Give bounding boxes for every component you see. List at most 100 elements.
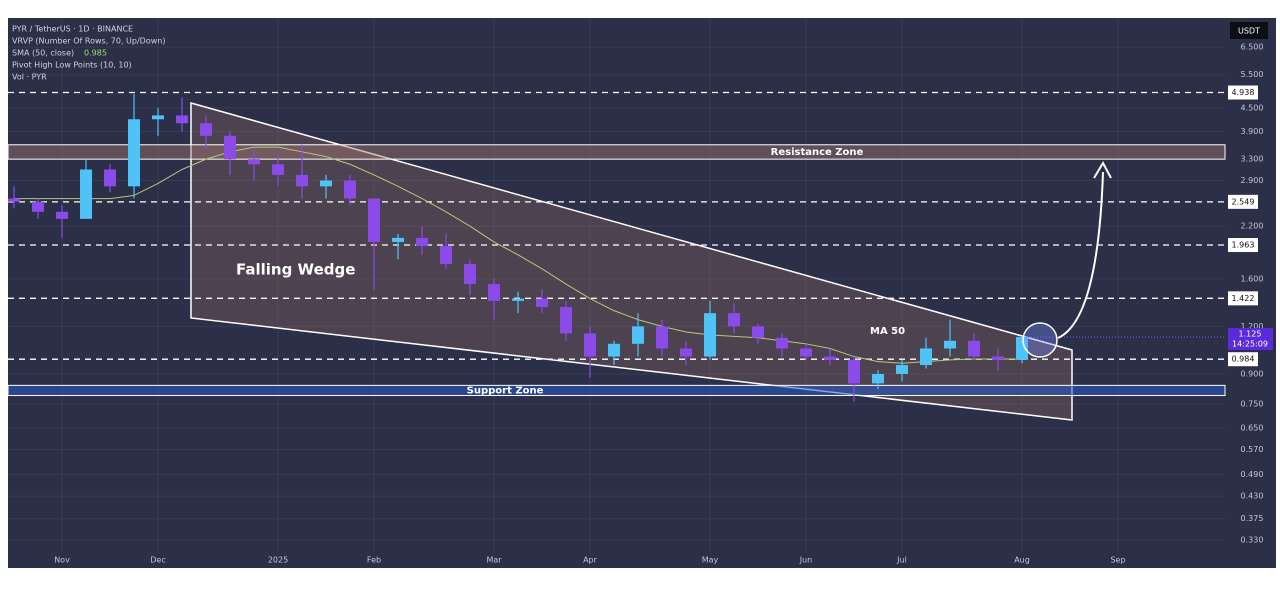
plot bbox=[8, 93, 1225, 402]
candle-body bbox=[464, 264, 476, 285]
candle-body bbox=[320, 180, 332, 187]
level-label: 4.938 bbox=[1232, 88, 1255, 97]
x-tick-label: May bbox=[702, 556, 719, 565]
x-tick-label: Dec bbox=[150, 556, 165, 565]
y-tick-label: 0.330 bbox=[1241, 535, 1264, 544]
levels bbox=[8, 91, 1225, 360]
candle-body bbox=[56, 211, 68, 219]
candle-body bbox=[368, 198, 380, 242]
indicator: Pivot High Low Points (10, 10) bbox=[12, 61, 132, 70]
countdown: 14:25:09 bbox=[1232, 340, 1268, 349]
candle-body bbox=[584, 333, 596, 357]
candle-body bbox=[248, 159, 260, 165]
candle-body bbox=[728, 313, 740, 327]
zone-label: Resistance Zone bbox=[771, 147, 864, 158]
level-box bbox=[1228, 352, 1258, 367]
candle-body bbox=[176, 115, 188, 124]
x-tick-label: Jul bbox=[896, 556, 907, 565]
candle-body bbox=[872, 373, 884, 384]
candle-body bbox=[608, 343, 620, 357]
candle-body bbox=[344, 180, 356, 199]
legend: PYR / TetherUS · 1D · BINANCE VRVP (Numb… bbox=[12, 25, 165, 82]
level-label: 2.549 bbox=[1232, 197, 1255, 206]
candle-body bbox=[104, 169, 116, 187]
indicator: VRVP (Number Of Rows, 70, Up/Down) bbox=[12, 37, 165, 46]
candle-body bbox=[560, 306, 572, 334]
level-box bbox=[1228, 238, 1258, 253]
candle-body bbox=[776, 337, 788, 349]
candle-body bbox=[968, 340, 980, 357]
indicator-value: 0.985 bbox=[84, 49, 107, 58]
indicator: Vol · PYR bbox=[12, 73, 47, 82]
candle-body bbox=[488, 284, 500, 301]
candle-body bbox=[992, 356, 1004, 360]
currency-box bbox=[1230, 22, 1268, 39]
level-box bbox=[1228, 291, 1258, 306]
y-tick-label: 6.500 bbox=[1241, 43, 1264, 52]
candle-body bbox=[1016, 337, 1028, 360]
level-label: 1.963 bbox=[1232, 241, 1255, 250]
x-tick-label: Aug bbox=[1014, 556, 1030, 565]
y-tick-label: 0.570 bbox=[1241, 445, 1264, 454]
candle-body bbox=[800, 348, 812, 357]
candle-body bbox=[392, 237, 404, 242]
candle-body bbox=[152, 115, 164, 120]
candle-body bbox=[80, 169, 92, 219]
candle-body bbox=[296, 174, 308, 187]
candle-body bbox=[920, 348, 932, 366]
y-tick-label: 3.300 bbox=[1241, 155, 1264, 164]
candle-body bbox=[512, 298, 524, 301]
y-tick-label: 1.200 bbox=[1241, 322, 1264, 331]
level-label: 1.422 bbox=[1232, 294, 1255, 303]
y-tick-label: 3.900 bbox=[1241, 127, 1264, 136]
y-tick-label: 4.500 bbox=[1241, 103, 1264, 112]
candle-body bbox=[656, 326, 668, 349]
currency: USDT bbox=[1238, 27, 1260, 36]
candle-body bbox=[848, 359, 860, 384]
candle-body bbox=[272, 164, 284, 175]
level-box bbox=[1228, 85, 1258, 100]
candle-body bbox=[632, 326, 644, 344]
y-tick-label: 2.200 bbox=[1241, 222, 1264, 231]
candle-body bbox=[8, 198, 20, 202]
zones: Resistance Zone Support Zone bbox=[7, 144, 1226, 397]
candle-body bbox=[32, 201, 44, 212]
y-tick-label: 1.600 bbox=[1241, 274, 1264, 283]
y-tick-label: 0.900 bbox=[1241, 369, 1264, 378]
candle-body bbox=[440, 246, 452, 265]
breakout-circle bbox=[1022, 322, 1058, 358]
current-price: 1.125 bbox=[1239, 330, 1262, 339]
sma-line bbox=[14, 146, 1022, 364]
zone bbox=[7, 384, 1226, 397]
x-tick-label: Apr bbox=[583, 556, 598, 565]
level-box bbox=[1228, 194, 1258, 209]
candle-body bbox=[704, 313, 716, 357]
candle-body bbox=[536, 298, 548, 307]
x-tick-label: Feb bbox=[367, 556, 381, 565]
y-tick-label: 0.750 bbox=[1241, 400, 1264, 409]
candle-body bbox=[224, 135, 236, 160]
y-tick-label: 5.500 bbox=[1241, 70, 1264, 79]
wedge bbox=[190, 102, 1073, 421]
y-tick-label: 0.430 bbox=[1241, 492, 1264, 501]
candle-body bbox=[752, 326, 764, 338]
candle-body bbox=[416, 237, 428, 247]
level-label: 0.984 bbox=[1232, 355, 1255, 364]
wedge-label: Falling Wedge bbox=[236, 261, 355, 279]
x-tick-label: Mar bbox=[486, 556, 502, 565]
indicator: SMA (50, close) bbox=[12, 49, 74, 58]
symbol-title: PYR / TetherUS · 1D · BINANCE bbox=[12, 25, 133, 34]
candle-body bbox=[824, 356, 836, 360]
candle-body bbox=[128, 119, 140, 187]
arrow-head bbox=[1093, 160, 1112, 179]
candle-body bbox=[896, 365, 908, 374]
candle-body bbox=[944, 340, 956, 349]
y-tick-label: 2.900 bbox=[1241, 176, 1264, 185]
x-tick-label: Sep bbox=[1110, 556, 1125, 565]
zone bbox=[7, 144, 1226, 160]
x-tick-label: Nov bbox=[54, 556, 70, 565]
x-tick-label: 2025 bbox=[268, 556, 288, 565]
chart-background bbox=[8, 18, 1276, 568]
